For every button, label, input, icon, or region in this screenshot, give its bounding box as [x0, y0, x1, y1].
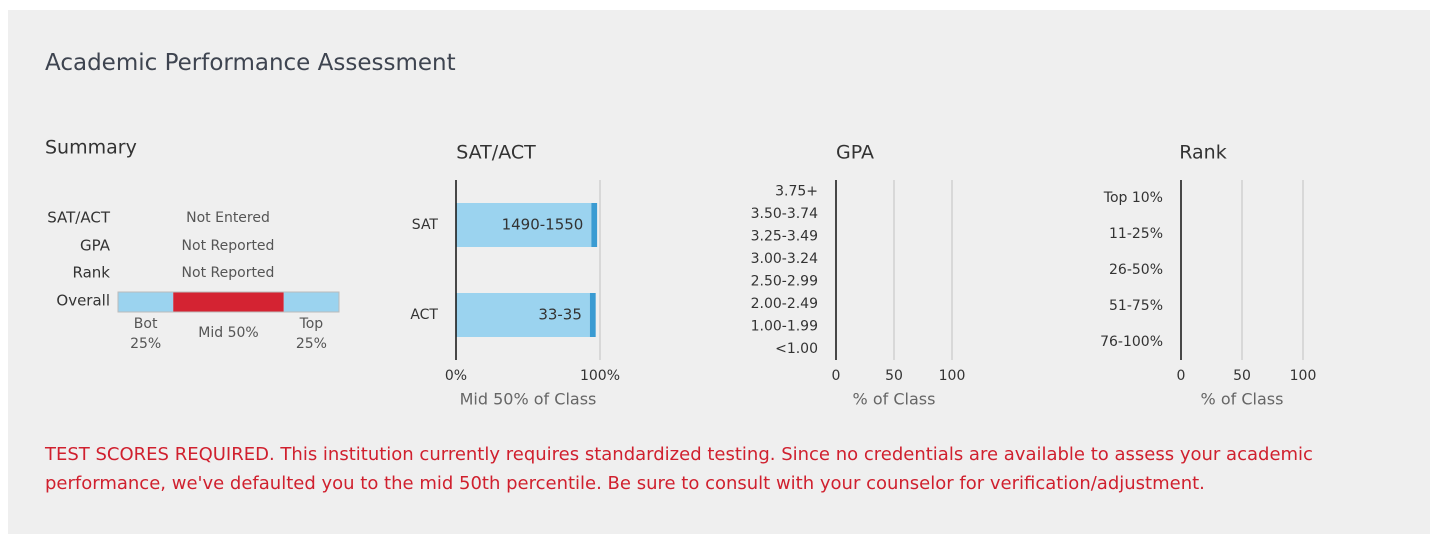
summary-value: Not Entered — [186, 210, 270, 226]
x-axis-label: % of Class — [853, 390, 936, 409]
summary-value: Not Reported — [182, 265, 275, 281]
chart-title: SAT/ACT — [456, 142, 536, 164]
chart-title: GPA — [836, 142, 874, 164]
x-tick-label: 50 — [885, 368, 903, 384]
category-label: 2.50-2.99 — [751, 273, 818, 289]
summary-label: Rank — [73, 264, 111, 282]
category-label: 11-25% — [1109, 226, 1163, 242]
category-label: ACT — [410, 307, 438, 323]
chart-title: Rank — [1179, 142, 1226, 164]
summary-label: SAT/ACT — [47, 209, 111, 227]
overall-segment — [283, 292, 339, 312]
bar — [591, 203, 598, 247]
bar — [589, 293, 596, 337]
panel — [8, 10, 1430, 534]
segment-label: Bot 25% — [130, 316, 161, 352]
segment-label: Top 25% — [296, 316, 327, 352]
page-title: Academic Performance Assessment — [45, 50, 456, 76]
category-label: <1.00 — [775, 341, 818, 357]
summary-label: GPA — [80, 237, 111, 255]
x-tick-label: 50 — [1233, 368, 1251, 384]
category-label: 3.50-3.74 — [751, 206, 818, 222]
overall-frame — [117, 291, 340, 313]
overall-segment — [173, 292, 284, 312]
x-axis-label: Mid 50% of Class — [460, 390, 597, 409]
x-tick-label: 100% — [580, 368, 620, 384]
category-label: 1.00-1.99 — [751, 318, 818, 334]
x-tick-label: 0 — [1177, 368, 1186, 384]
category-label: 26-50% — [1109, 262, 1163, 278]
x-tick-label: 100 — [1290, 368, 1317, 384]
category-label: Top 10% — [1103, 190, 1163, 206]
x-tick-label: 100 — [939, 368, 966, 384]
category-label: 2.00-2.49 — [751, 296, 818, 312]
category-label: 3.25-3.49 — [751, 228, 818, 244]
category-label: SAT — [412, 217, 439, 233]
bar — [456, 293, 590, 337]
bar-label: 33-35 — [538, 306, 582, 324]
notice: TEST SCORES REQUIRED. This institution c… — [45, 444, 1313, 494]
x-axis-label: % of Class — [1201, 390, 1284, 409]
x-tick-label: 0 — [832, 368, 841, 384]
category-label: 76-100% — [1100, 334, 1163, 350]
x-tick-label: 0% — [445, 368, 467, 384]
segment-label: Mid 50% — [198, 325, 258, 341]
category-label: 3.75+ — [775, 183, 818, 199]
overall-segment — [118, 292, 174, 312]
category-label: 3.00-3.24 — [751, 251, 818, 267]
category-label: 51-75% — [1109, 298, 1163, 314]
summary-title: Summary — [45, 137, 137, 159]
bar-label: 1490-1550 — [502, 216, 584, 234]
summary-label: Overall — [56, 292, 110, 310]
bar — [456, 203, 592, 247]
summary-value: Not Reported — [182, 238, 275, 254]
